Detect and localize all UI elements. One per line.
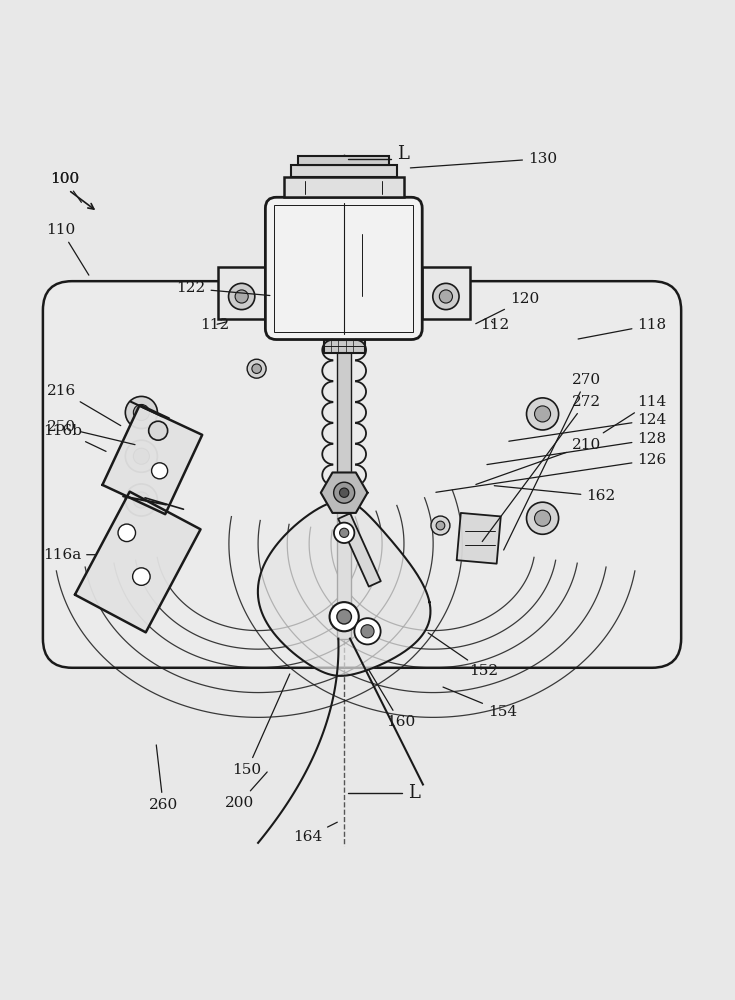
Polygon shape [338, 513, 381, 587]
Text: 128: 128 [487, 432, 667, 465]
Bar [218, 267, 265, 319]
Circle shape [334, 482, 355, 503]
Text: 130: 130 [410, 152, 557, 168]
Text: 120: 120 [476, 292, 539, 324]
Circle shape [247, 359, 266, 378]
Polygon shape [102, 406, 202, 514]
Bar [291, 165, 397, 177]
Circle shape [334, 523, 354, 543]
Text: L: L [397, 145, 409, 163]
Circle shape [132, 568, 150, 585]
Circle shape [526, 398, 559, 430]
Circle shape [340, 488, 349, 497]
Circle shape [534, 406, 551, 422]
Text: 116b: 116b [43, 424, 106, 451]
Bar [422, 267, 470, 319]
Circle shape [148, 421, 168, 440]
Circle shape [340, 528, 348, 537]
Text: 216: 216 [46, 384, 121, 426]
Text: 162: 162 [494, 486, 616, 503]
Text: 122: 122 [176, 281, 270, 296]
Bar [298, 156, 390, 165]
Text: 112: 112 [200, 318, 229, 332]
Circle shape [436, 521, 445, 530]
Text: 152: 152 [429, 633, 499, 678]
Bar [284, 177, 404, 197]
FancyBboxPatch shape [265, 197, 422, 340]
Text: 154: 154 [443, 687, 517, 719]
Circle shape [126, 396, 157, 429]
Circle shape [526, 502, 559, 534]
Text: 250: 250 [46, 420, 135, 445]
Circle shape [229, 283, 255, 310]
Text: 112: 112 [481, 318, 510, 332]
Circle shape [431, 516, 450, 535]
Text: 260: 260 [148, 745, 178, 812]
Circle shape [354, 618, 381, 644]
Text: 116a: 116a [43, 548, 95, 562]
Text: 200: 200 [225, 772, 268, 810]
Polygon shape [320, 472, 368, 513]
Bar [337, 340, 351, 639]
Text: 114: 114 [603, 395, 667, 433]
Circle shape [126, 440, 157, 472]
Circle shape [534, 510, 551, 526]
Circle shape [329, 602, 359, 631]
Bar [323, 340, 365, 353]
Polygon shape [75, 492, 201, 632]
Text: 160: 160 [369, 670, 415, 729]
Circle shape [235, 290, 248, 303]
Polygon shape [258, 501, 431, 676]
Circle shape [433, 283, 459, 310]
Text: 164: 164 [293, 822, 337, 844]
Text: 110: 110 [46, 223, 89, 275]
Text: 270: 270 [503, 373, 601, 550]
Text: 210: 210 [476, 438, 601, 484]
Circle shape [133, 404, 149, 420]
Text: 118: 118 [578, 318, 667, 339]
Text: 100: 100 [50, 172, 82, 202]
Circle shape [126, 484, 157, 516]
Polygon shape [456, 513, 501, 564]
Text: 124: 124 [509, 413, 667, 441]
Text: 126: 126 [436, 453, 667, 492]
Text: 100: 100 [50, 172, 79, 186]
Bar [274, 205, 414, 332]
Circle shape [133, 448, 149, 464]
Circle shape [361, 625, 374, 638]
Circle shape [337, 609, 351, 624]
FancyBboxPatch shape [43, 281, 681, 668]
Circle shape [252, 364, 262, 373]
Text: 272: 272 [482, 395, 601, 542]
Circle shape [133, 492, 149, 508]
Text: L: L [408, 784, 420, 802]
Circle shape [440, 290, 453, 303]
Text: 150: 150 [232, 674, 290, 777]
Circle shape [118, 524, 135, 542]
Circle shape [151, 463, 168, 479]
